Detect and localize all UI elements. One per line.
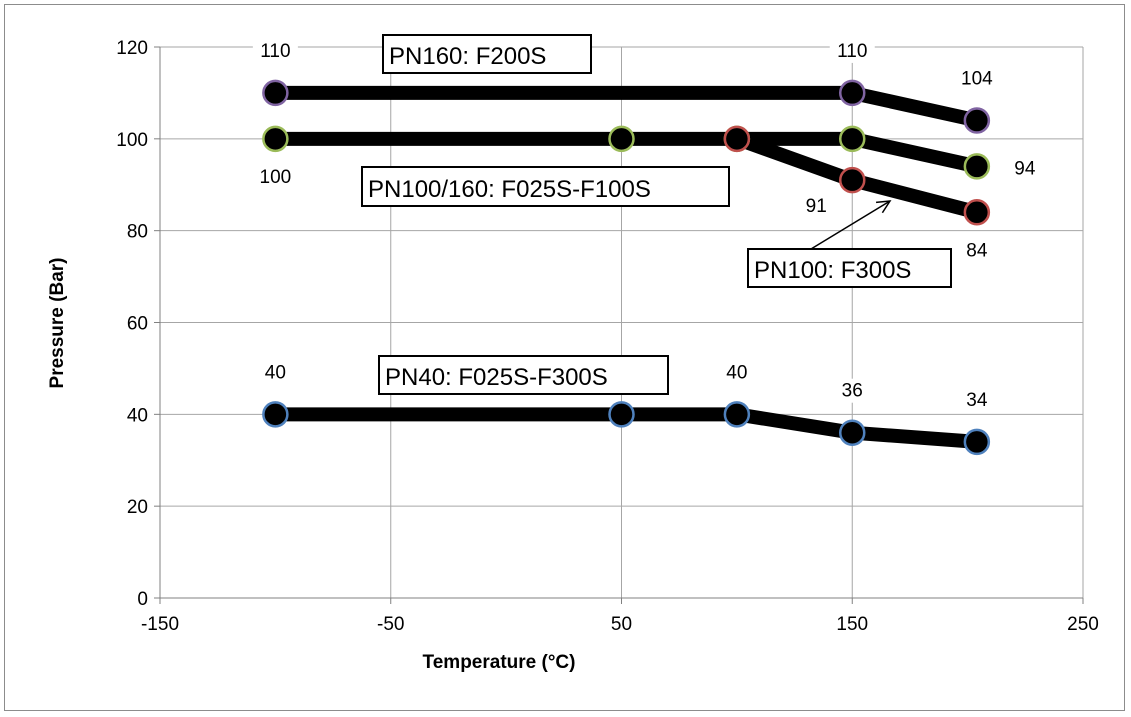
data-point-2-2: [963, 199, 991, 226]
data-point-0-0: [262, 79, 289, 107]
y-tick-label: 20: [127, 497, 148, 518]
callout-box: [378, 355, 669, 395]
x-axis-title: Temperature (°C): [423, 652, 576, 673]
y-tick-label: 60: [127, 314, 148, 335]
data-point-1-1: [608, 125, 635, 153]
arrow-shaft: [810, 200, 891, 250]
data-label: 110: [260, 41, 290, 62]
y-tick-label: 40: [127, 405, 148, 426]
data-label: 91: [806, 196, 827, 217]
data-label: 110: [837, 41, 867, 62]
data-label-bg: [252, 164, 298, 189]
data-label: 94: [1014, 158, 1036, 179]
data-point-3-4: [963, 428, 991, 456]
callout-arrow: [810, 200, 892, 250]
y-axis-title: Pressure (Bar): [47, 258, 68, 389]
data-point-0-2: [963, 107, 991, 134]
x-tick-label: 150: [836, 614, 868, 635]
data-point-3-3: [839, 419, 866, 446]
callout-label: PN40: F025S-F300S: [385, 364, 608, 391]
data-label-bg: [829, 38, 875, 63]
data-label: 40: [265, 362, 286, 383]
tick-labels: 0 20 40 60 80 100 120 -150 -50 50 150 250: [116, 38, 1099, 635]
callout-box: [382, 34, 592, 74]
data-label-bg: [258, 360, 293, 385]
data-label-bg: [954, 66, 1000, 91]
callout-label: PN100: F300S: [754, 257, 911, 284]
callout-0: PN160: F200S: [382, 34, 592, 74]
x-tick-label: -50: [377, 614, 404, 635]
data-label-bg: [1007, 156, 1042, 181]
x-tick-label: 250: [1067, 614, 1099, 635]
x-tick-label: 50: [611, 614, 632, 635]
y-tick-label: 120: [116, 38, 148, 59]
y-tick-label: 100: [116, 130, 148, 151]
data-label: 34: [966, 390, 988, 411]
series-line-0: [268, 85, 984, 128]
series-callouts: PN160: F200S PN100/160: F025S-F100S PN100:…: [361, 34, 952, 395]
arrow-head: [875, 200, 892, 214]
y-tick-label: 0: [137, 589, 148, 610]
data-label-bg: [835, 378, 870, 403]
callout-3: PN40: F025S-F300S: [378, 355, 669, 395]
data-point-3-1: [608, 401, 635, 428]
callout-label: PN160: F200S: [389, 43, 546, 70]
data-label: 36: [842, 381, 863, 402]
pressure-temperature-chart: 0 20 40 60 80 100 120 -150 -50 50 150 250 110 110 104…: [47, 34, 1099, 673]
callout-box: [361, 166, 730, 207]
data-label-bg: [252, 38, 298, 63]
data-point-1-0: [262, 125, 289, 153]
chart-frame: 0 20 40 60 80 100 120 -150 -50 50 150 250 110 110 104…: [4, 4, 1125, 711]
x-tick-label: -150: [141, 614, 179, 635]
data-label-bg: [959, 238, 994, 263]
data-label: 40: [726, 362, 747, 383]
data-point-0-1: [839, 79, 866, 107]
callout-label: PN100/160: F025S-F100S: [368, 176, 651, 203]
callout-box: [747, 248, 952, 288]
series-markers: [262, 79, 991, 456]
data-labels: 110 110 104 100 94 91 84 40 40 36 34: [252, 38, 1042, 412]
callout-1: PN100/160: F025S-F100S: [361, 166, 730, 207]
data-label-bg: [799, 194, 834, 219]
data-point-3-0: [262, 401, 289, 428]
callout-2: PN100: F300S: [747, 248, 952, 288]
data-label: 100: [260, 167, 292, 188]
data-point-2-0: [723, 125, 751, 153]
axes: [154, 46, 1084, 604]
data-label: 104: [961, 68, 993, 89]
data-point-1-4: [963, 153, 991, 180]
data-label: 84: [966, 240, 988, 261]
data-label-bg: [719, 360, 754, 385]
data-label-bg: [959, 387, 994, 412]
y-tick-label: 80: [127, 222, 148, 243]
data-point-1-3: [839, 125, 866, 153]
data-point-2-1: [839, 166, 866, 194]
data-point-3-2: [723, 401, 751, 428]
